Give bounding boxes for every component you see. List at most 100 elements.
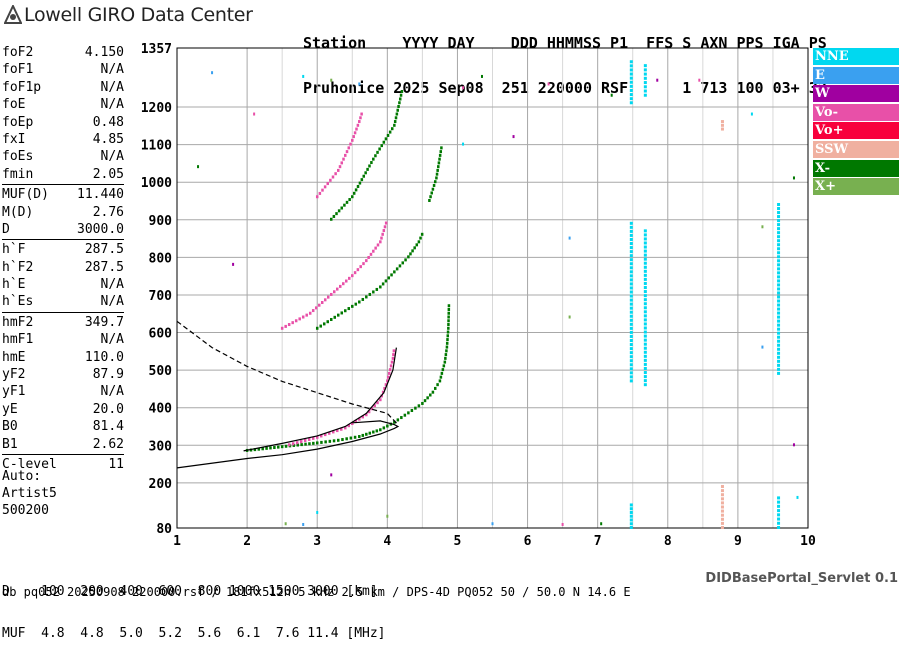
echo-mark	[351, 138, 354, 142]
echo-mark	[291, 442, 295, 446]
echo-mark	[443, 360, 447, 364]
echo-mark	[417, 240, 421, 244]
echo-mark	[629, 518, 633, 522]
echo-mark	[356, 268, 360, 272]
echo-mark	[296, 443, 299, 447]
echo-mark	[643, 314, 647, 318]
param-row: yF2 87.9	[2, 366, 124, 383]
echo-mark	[362, 262, 365, 266]
echo-mark	[372, 157, 375, 161]
auto-label: Auto:	[2, 469, 42, 484]
param-value: 4.150	[84, 45, 124, 60]
echo-mark	[720, 497, 724, 501]
echo-mark	[400, 416, 403, 420]
echo-mark	[292, 443, 296, 447]
echo-mark	[398, 97, 402, 101]
noise-mark	[698, 78, 701, 82]
param-value: N/A	[100, 149, 124, 165]
echo-mark	[441, 368, 445, 372]
echo-mark	[307, 437, 311, 441]
echo-mark	[299, 440, 303, 444]
echo-mark	[358, 181, 362, 185]
noise-mark	[197, 165, 200, 169]
noise-mark	[750, 112, 753, 116]
y-tick-label: 1100	[141, 139, 172, 154]
echo-mark	[398, 101, 401, 105]
param-separator	[2, 453, 124, 455]
echo-mark	[396, 108, 399, 112]
echo-mark	[373, 404, 376, 408]
param-value: 81.4	[92, 419, 124, 435]
echo-mark	[629, 72, 633, 76]
param-row: fmin 2.05	[2, 166, 124, 183]
echo-mark	[300, 443, 303, 447]
echo-mark	[365, 295, 368, 299]
param-label: h`E	[2, 277, 26, 293]
param-row: foEp 0.48	[2, 114, 124, 131]
echo-mark	[331, 175, 335, 179]
echo-mark	[720, 127, 724, 131]
echo-mark	[347, 424, 351, 428]
echo-mark	[431, 390, 435, 394]
echo-mark	[280, 445, 284, 449]
echo-mark	[358, 300, 361, 304]
echo-mark	[629, 97, 633, 101]
echo-mark	[404, 258, 407, 262]
echo-mark	[629, 221, 633, 225]
echo-mark	[777, 343, 781, 347]
echo-mark	[329, 292, 333, 296]
echo-mark	[777, 251, 781, 255]
echo-mark	[720, 526, 724, 529]
echo-mark	[440, 146, 443, 150]
echo-mark	[338, 165, 342, 169]
echo-mark	[400, 89, 404, 93]
echo-mark	[430, 191, 433, 195]
echo-mark	[375, 287, 379, 291]
echo-mark	[342, 282, 345, 286]
param-value: 11.440	[77, 187, 124, 203]
echo-mark	[340, 206, 344, 210]
echo-mark	[420, 232, 424, 236]
echo-mark	[629, 93, 633, 97]
density-profile-dashed	[176, 320, 399, 426]
param-label: yE	[2, 401, 18, 417]
echo-mark	[387, 375, 390, 379]
echo-mark	[369, 252, 373, 256]
noise-mark	[792, 443, 795, 447]
echo-mark	[643, 72, 647, 76]
echo-mark	[340, 427, 343, 431]
noise-mark	[302, 522, 305, 526]
echo-mark	[629, 302, 633, 306]
legend-item: NNE	[813, 48, 899, 65]
echo-mark	[629, 318, 633, 322]
echo-mark	[643, 265, 647, 269]
param-value: N/A	[100, 332, 124, 348]
echo-mark	[629, 375, 633, 379]
echo-mark	[356, 184, 360, 188]
echo-mark	[370, 161, 373, 165]
header-line-1: Station YYYY DAY DDD HHMMSS P1 FFS S AXN…	[303, 34, 827, 52]
echo-mark	[374, 246, 377, 250]
param-row: foF2 4.150	[2, 44, 124, 61]
echo-mark	[383, 386, 386, 390]
echo-mark	[403, 413, 407, 417]
echo-mark	[381, 390, 385, 394]
plot-frame	[176, 47, 809, 529]
noise-mark	[491, 522, 494, 526]
echo-mark	[643, 358, 647, 362]
echo-mark	[446, 334, 450, 338]
station-header: Station YYYY DAY DDD HHMMSS P1 FFS S AXN…	[303, 6, 827, 111]
param-row: B1 2.62	[2, 436, 124, 453]
legend-item: X+	[813, 178, 899, 196]
echo-mark	[446, 330, 450, 334]
noise-mark	[480, 74, 483, 78]
echo-mark	[319, 324, 322, 328]
echo-mark	[629, 526, 633, 529]
echo-mark	[355, 127, 358, 131]
echo-mark	[432, 183, 436, 187]
x-tick-label: 9	[734, 534, 742, 549]
echo-mark	[777, 291, 781, 295]
noise-mark	[568, 236, 571, 240]
echo-mark	[277, 445, 280, 449]
echo-mark	[445, 341, 449, 345]
